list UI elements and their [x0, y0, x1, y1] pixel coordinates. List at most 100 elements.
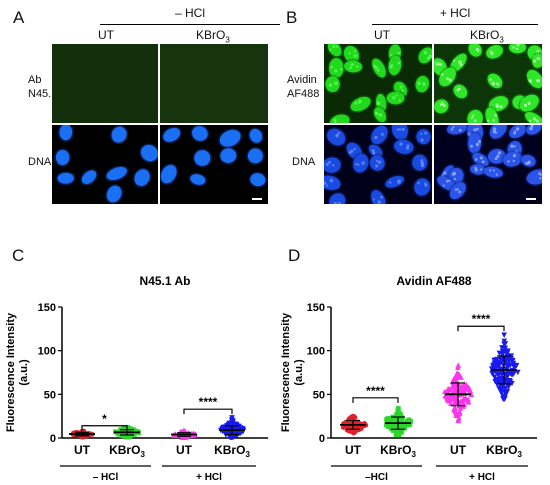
cell-nucleus — [343, 60, 363, 73]
cell-nucleus — [247, 148, 263, 164]
nucleolus — [423, 50, 428, 55]
cell-nucleus — [414, 178, 431, 196]
cell-nucleus — [388, 55, 402, 76]
nucleolus — [535, 119, 539, 123]
nucleolus — [328, 83, 333, 87]
data-point — [494, 356, 500, 363]
data-point — [406, 422, 412, 428]
data-point — [395, 407, 401, 413]
significance-bracket — [183, 408, 233, 415]
nucleolus — [532, 117, 537, 121]
nucleolus — [324, 181, 327, 185]
data-point — [347, 415, 353, 421]
nucleolus — [372, 198, 375, 201]
nucleolus — [389, 181, 392, 184]
y-tick-label: 100 — [307, 346, 325, 358]
chart-n45-ab: N45.1 Ab Fluorescence Intensity (a.u.) 0 50 1… — [5, 274, 268, 483]
nucleolus — [452, 171, 457, 176]
nucleolus — [474, 119, 477, 122]
cell-nucleus — [434, 99, 449, 114]
nucleolus — [391, 63, 394, 66]
nucleolus — [380, 132, 384, 136]
nucleolus — [375, 112, 378, 116]
cell-nucleus — [446, 125, 468, 135]
nucleolus — [389, 65, 393, 69]
cell-nucleus — [249, 128, 263, 143]
nucleolus — [361, 161, 365, 165]
cell-nucleus — [371, 125, 388, 145]
micrograph-a-kbro3-antibody — [160, 44, 268, 123]
nucleolus — [515, 47, 519, 51]
nucleolus — [424, 183, 428, 187]
nucleolus — [457, 87, 461, 91]
data-point — [134, 428, 140, 434]
nucleolus — [378, 160, 382, 164]
cell-nucleus — [393, 139, 414, 154]
data-point — [340, 425, 346, 430]
data-point — [460, 387, 466, 394]
cell-nucleus — [369, 155, 385, 171]
cell-nucleus — [371, 190, 386, 204]
cell-nucleus — [350, 96, 371, 112]
nucleolus — [335, 45, 339, 48]
data-point — [455, 417, 461, 423]
nucleolus — [513, 145, 516, 148]
nucleolus — [496, 154, 500, 158]
y-axis-label: (a.u.) — [293, 359, 305, 386]
data-point — [499, 352, 506, 358]
nucleolus — [510, 144, 514, 148]
panel-b-col-ut: UT — [374, 28, 390, 42]
cell-nucleus — [532, 53, 542, 68]
data-point — [455, 362, 462, 368]
nucleolus — [333, 201, 337, 204]
significance-bracket — [457, 325, 505, 332]
nucleolus — [489, 169, 492, 172]
data-point — [500, 396, 506, 402]
group-label: – HCl — [93, 472, 119, 483]
data-point — [394, 432, 400, 437]
cell-nucleus — [55, 149, 70, 166]
nucleolus — [357, 101, 361, 104]
nucleolus — [375, 164, 379, 168]
nucleolus — [371, 149, 375, 153]
data-point — [468, 391, 475, 398]
nucleolus — [399, 85, 403, 89]
cell-nucleus — [453, 84, 468, 99]
cell-nucleus — [329, 114, 350, 123]
nucleolus — [499, 105, 503, 109]
nucleolus — [377, 101, 381, 105]
nucleolus — [392, 96, 396, 100]
panel-b-letter: B — [286, 8, 298, 27]
nucleolus — [357, 163, 360, 166]
nucleolus — [473, 128, 477, 132]
nucleolus — [443, 171, 447, 175]
nucleolus — [372, 151, 376, 155]
panel-c-letter: C — [12, 246, 25, 265]
nucleolus — [491, 81, 496, 86]
scale-bar-a — [252, 198, 262, 200]
micrograph-b-ut-avidin — [324, 44, 432, 123]
data-point — [351, 429, 357, 435]
nucleolus — [527, 161, 531, 165]
scale-bar-b — [526, 198, 536, 200]
nucleolus — [529, 126, 533, 131]
data-point — [451, 407, 458, 413]
data-point — [506, 377, 513, 384]
nucleolus — [375, 159, 379, 163]
nucleolus — [448, 179, 451, 182]
group-label: + HCl — [469, 472, 495, 483]
data-point — [229, 422, 236, 428]
data-point — [465, 396, 471, 402]
data-point — [502, 391, 509, 397]
cell-nucleus — [250, 173, 266, 187]
y-tick-label: 150 — [38, 302, 56, 314]
nucleolus — [435, 61, 440, 66]
nucleolus — [377, 200, 381, 204]
nucleolus — [329, 178, 334, 183]
data-point — [505, 384, 512, 390]
data-point — [396, 422, 402, 428]
nucleolus — [477, 140, 482, 144]
data-point — [491, 374, 498, 380]
nucleolus — [401, 89, 405, 92]
data-point — [458, 398, 464, 405]
